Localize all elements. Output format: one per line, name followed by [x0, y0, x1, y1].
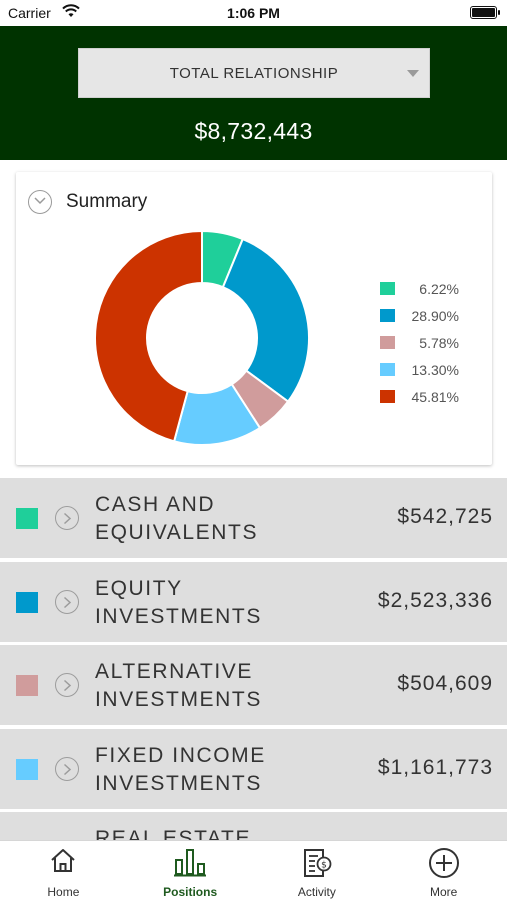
category-expand-button[interactable] [55, 756, 79, 781]
tab-positions-label: Positions [163, 885, 218, 899]
status-bar: Carrier 1:06 PM [0, 0, 507, 26]
chevron-right-icon [63, 512, 72, 525]
legend-item: 45.81% [380, 383, 459, 410]
legend-label: 5.78% [419, 334, 459, 351]
tab-activity[interactable]: $ Activity [254, 841, 381, 900]
category-name: ALTERNATIVE INVESTMENTS [95, 660, 262, 711]
category-row[interactable]: FIXED INCOME INVESTMENTS $1,161,773 [0, 728, 507, 809]
summary-title: Summary [66, 191, 148, 212]
dropdown-caret-icon [407, 70, 419, 77]
wifi-icon [62, 4, 80, 17]
relationship-select-label: TOTAL RELATIONSHIP [169, 64, 339, 82]
svg-text:$: $ [321, 861, 327, 871]
legend-item: 28.90% [380, 302, 459, 329]
legend-item: 6.22% [380, 275, 459, 302]
tab-activity-label: Activity [297, 885, 336, 899]
bar-chart-icon [174, 849, 207, 877]
tab-positions[interactable]: Positions [127, 841, 254, 900]
battery-icon [470, 6, 500, 19]
legend-item: 5.78% [380, 329, 459, 356]
category-color-swatch [16, 758, 38, 780]
category-name: CASH AND EQUIVALENTS [95, 493, 259, 544]
carrier-label: Carrier [8, 5, 51, 21]
legend-swatch [380, 282, 395, 295]
legend-label: 6.22% [419, 280, 459, 297]
activity-document-icon: $ [303, 849, 332, 877]
plus-circle-icon [428, 848, 459, 878]
legend-swatch [380, 390, 395, 403]
legend-label: 45.81% [411, 388, 459, 405]
tab-more-label: More [429, 885, 458, 899]
legend-item: 13.30% [380, 356, 459, 383]
donut-slice-1 [221, 237, 310, 403]
category-value: $2,523,336 [377, 588, 493, 612]
category-color-swatch [16, 508, 38, 529]
legend-swatch [380, 336, 395, 349]
category-value: $504,609 [397, 672, 493, 695]
category-name: FIXED INCOME INVESTMENTS [95, 743, 266, 795]
category-value: $1,161,773 [377, 755, 493, 779]
category-row[interactable]: EQUITY INVESTMENTS $2,523,336 [0, 561, 507, 642]
chevron-right-icon [63, 679, 72, 692]
category-expand-button[interactable] [55, 589, 79, 614]
tab-bar: Home Positions $ Activity More [0, 840, 507, 900]
relationship-select[interactable]: TOTAL RELATIONSHIP [78, 48, 430, 98]
chevron-down-icon [34, 197, 46, 205]
category-value: $542,725 [397, 505, 493, 528]
asset-category-list: CASH AND EQUIVALENTS $542,725 EQUITY INVES… [0, 478, 507, 896]
legend-swatch [380, 363, 395, 376]
category-color-swatch [16, 591, 38, 613]
category-row[interactable]: CASH AND EQUIVALENTS $542,725 [0, 478, 507, 558]
category-row[interactable]: ALTERNATIVE INVESTMENTS $504,609 [0, 645, 507, 725]
tab-home[interactable]: Home [0, 841, 127, 900]
tab-more[interactable]: More [380, 841, 507, 900]
category-color-swatch [16, 675, 38, 696]
clock: 1:06 PM [227, 5, 280, 21]
summary-card: Summary 6.22% 28.90% 5.78% 13.30% 45.81% [16, 172, 492, 465]
relationship-header: TOTAL RELATIONSHIP $8,732,443 [0, 26, 507, 160]
chart-legend: 6.22% 28.90% 5.78% 13.30% 45.81% [380, 275, 459, 410]
chevron-right-icon [63, 596, 72, 608]
allocation-donut-chart [94, 230, 310, 446]
legend-label: 13.30% [411, 361, 459, 378]
legend-swatch [380, 309, 395, 322]
chevron-right-icon [63, 763, 72, 775]
donut-slice-4 [94, 230, 203, 443]
category-name: EQUITY INVESTMENTS [95, 576, 262, 628]
category-expand-button[interactable] [55, 506, 79, 530]
legend-label: 28.90% [411, 307, 459, 324]
total-relationship-value: $8,732,443 [194, 118, 313, 144]
tab-home-label: Home [47, 885, 80, 899]
summary-collapse-toggle[interactable] [28, 190, 52, 214]
home-icon [51, 849, 76, 872]
category-expand-button[interactable] [55, 673, 79, 697]
